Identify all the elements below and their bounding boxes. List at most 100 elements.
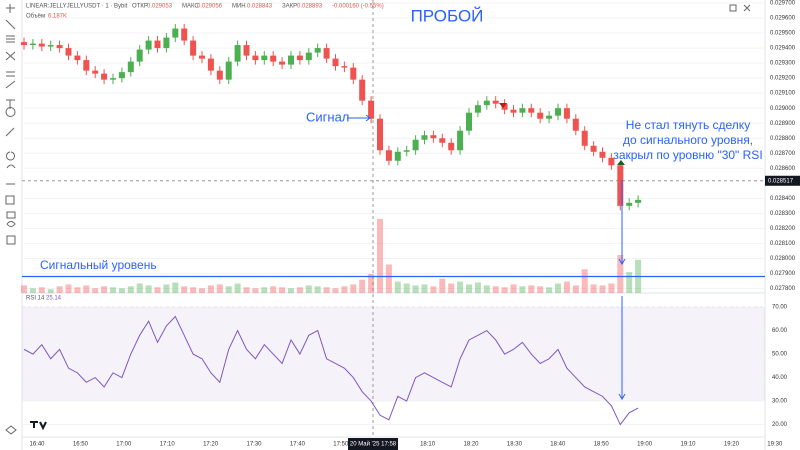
volume-bar <box>519 286 526 293</box>
candle-body <box>519 108 526 113</box>
candle-body <box>341 66 348 68</box>
rsi-tick-label: 50.00 <box>772 352 788 358</box>
candle-body <box>537 112 544 119</box>
buy-marker <box>617 160 625 165</box>
volume-bar <box>457 281 464 293</box>
y-tick-label: 0.028000 <box>770 256 796 262</box>
x-tick-label: 19:00 <box>637 442 653 448</box>
x-tick-label: 18:30 <box>507 442 523 448</box>
x-tick-label: 19:30 <box>767 442 783 448</box>
volume-bar <box>528 285 535 293</box>
volume-bar <box>617 255 624 293</box>
plot <box>21 24 765 426</box>
candle-body <box>92 70 99 74</box>
y-tick-label: 0.028600 <box>770 166 796 172</box>
volume-bar <box>581 269 588 293</box>
candle-body <box>270 55 277 62</box>
candle-body <box>483 100 490 106</box>
volume-bar <box>626 272 633 293</box>
symbol: LINEAR:JELLYJELLYUSDT · 1 · Bybit <box>26 4 128 10</box>
x-tick-label: 18:20 <box>463 442 479 448</box>
volume-bar <box>501 287 508 293</box>
candle-body <box>474 105 481 113</box>
volume-label: Объём <box>26 14 45 20</box>
volume-bar <box>225 286 232 293</box>
rsi-name: RSI 14 <box>26 296 45 302</box>
y-tick-label: 0.027800 <box>770 286 796 292</box>
candle-body <box>243 45 250 56</box>
volume-bar <box>127 286 134 293</box>
stat-label: МАКС <box>182 4 199 10</box>
y-tick-label: 0.029700 <box>770 1 796 7</box>
y-tick-label: 0.027900 <box>770 271 796 277</box>
volume-bar <box>65 284 72 293</box>
volume-bar <box>216 284 223 293</box>
crosshair-time: 20 Май '25 17:58 <box>350 441 397 448</box>
volume-bar <box>305 285 312 293</box>
y-tick-label: 0.029200 <box>770 76 796 82</box>
volume-bar <box>83 285 90 293</box>
candle-body <box>65 48 72 56</box>
candle-body <box>448 142 455 151</box>
volume-bar <box>234 283 241 293</box>
note-line: закрыл по уровню "30" RSI <box>613 148 762 162</box>
pane-controls[interactable] <box>729 4 751 12</box>
volume-bar <box>145 285 152 293</box>
candle-body <box>394 151 401 161</box>
volume-bar <box>537 286 544 293</box>
volume-bar <box>510 284 517 293</box>
candle-body <box>501 103 508 110</box>
top-icons <box>729 4 751 12</box>
volume-bar <box>199 288 205 293</box>
x-tick-label: 19:10 <box>680 442 696 448</box>
toolbar-icon[interactable] <box>5 425 17 435</box>
y-tick-label: 0.028200 <box>770 226 796 232</box>
y-tick-label: 0.029600 <box>770 16 796 22</box>
x-tick-label: 19:20 <box>724 442 740 448</box>
y-tick-label: 0.029500 <box>770 31 796 37</box>
candle-body <box>430 135 437 139</box>
volume-bar <box>546 287 553 293</box>
candle-body <box>181 28 188 41</box>
y-tick-label: 0.029100 <box>770 91 796 97</box>
volume-bar <box>279 287 286 293</box>
signal-arrow <box>347 114 371 122</box>
y-tick-label: 0.028800 <box>770 136 796 142</box>
volume-bar <box>270 286 277 293</box>
candle-body <box>350 67 357 80</box>
candle-body <box>74 55 81 61</box>
volume-bar <box>599 285 606 293</box>
volume-bar <box>163 284 170 293</box>
chart-title: ПРОБОЙ <box>411 6 484 25</box>
y-tick-label: 0.028100 <box>770 241 796 247</box>
x-tick-label: 18:50 <box>594 442 610 448</box>
volume-bar <box>92 288 99 293</box>
y-tick-label: 0.028400 <box>770 196 796 202</box>
candle-body <box>216 70 223 80</box>
y-tick-label: 0.028700 <box>770 151 796 157</box>
candle-body <box>101 73 108 80</box>
toolbar-icons[interactable] <box>5 4 16 245</box>
volume-bar <box>207 285 214 293</box>
candle-body <box>29 43 36 46</box>
candle-body <box>385 150 392 161</box>
x-tick-label: 17:20 <box>203 442 219 448</box>
volume-bar <box>474 282 481 293</box>
candle-body <box>207 58 214 71</box>
candle-body <box>581 130 588 146</box>
candle-body <box>555 108 561 116</box>
sell-marker <box>499 103 507 108</box>
candle-body <box>403 150 410 152</box>
volume-bar <box>341 286 348 293</box>
x-tick-label: 18:40 <box>550 442 566 448</box>
volume-bar <box>296 287 303 293</box>
note-line: до сигнального уровня, <box>623 133 753 147</box>
candle-body <box>546 115 553 119</box>
volume-bar <box>314 286 321 293</box>
rsi-line <box>23 315 639 426</box>
candle-body <box>323 48 330 59</box>
x-tick-label: 17:40 <box>290 442 306 448</box>
volume-bar <box>421 284 428 293</box>
volume-bar <box>385 264 392 293</box>
volume-bar <box>403 283 410 293</box>
